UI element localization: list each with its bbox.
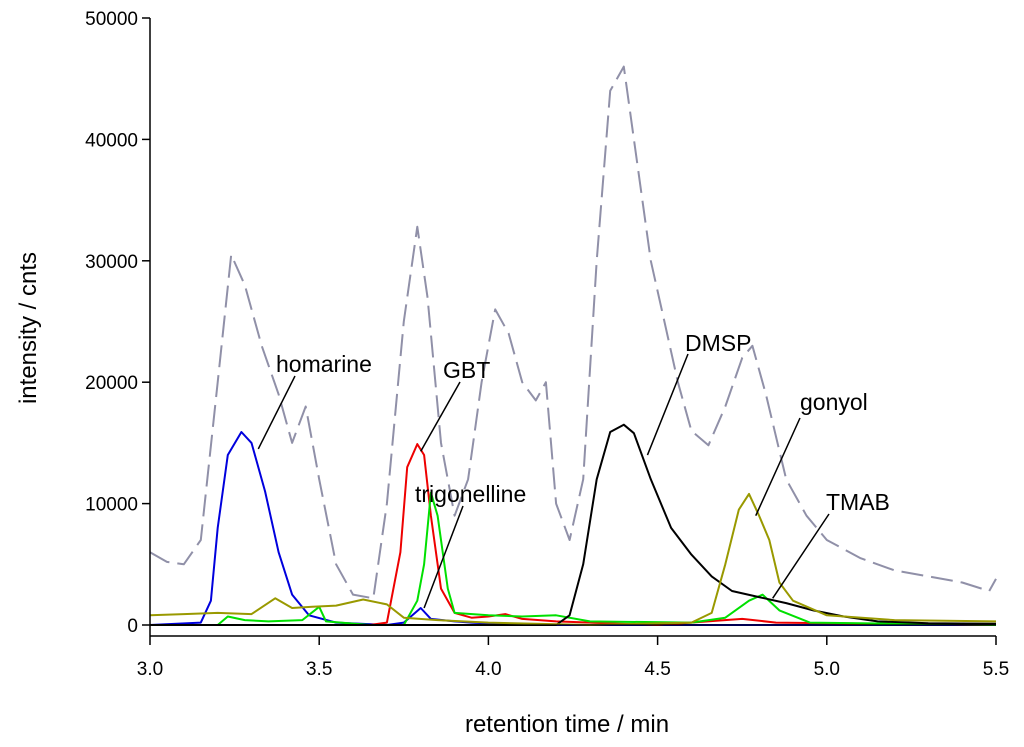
y-tick-label: 20000 — [85, 373, 138, 394]
x-tick-label: 5.5 — [983, 659, 1009, 680]
x-axis-title: retention time / min — [465, 711, 669, 738]
y-tick-label: 50000 — [85, 9, 138, 30]
y-tick-label: 30000 — [85, 252, 138, 273]
annotation-tmab: TMAB — [826, 489, 890, 515]
annotation-trigonelline: trigonelline — [415, 481, 526, 507]
series-line-gonyol — [149, 492, 997, 626]
y-axis-title: intensity / cnts — [15, 252, 42, 404]
series-line-total-dashed — [149, 65, 997, 600]
leader-line-dmsp — [646, 353, 689, 456]
axes-layer: 0 10000 20000 30000 40000 50000 3.0 3.5 4.0 4.5 5.… — [85, 9, 1009, 680]
annotation-dmsp: DMSP — [685, 330, 751, 356]
x-tick-label: 4.5 — [644, 659, 670, 680]
x-tick-label: 4.0 — [475, 659, 501, 680]
annotation-gbt: GBT — [443, 357, 490, 383]
leader-line-gbt — [420, 381, 461, 452]
series-line-trigonelline — [150, 491, 997, 626]
x-tick-label: 3.5 — [306, 659, 332, 680]
x-tick-label: 3.0 — [137, 659, 163, 680]
y-tick-label: 10000 — [85, 495, 138, 516]
x-tick-label: 5.0 — [814, 659, 840, 680]
annotations-layer: homarine GBT trigonelline DMSP gonyol TMAB — [257, 330, 890, 609]
annotation-homarine: homarine — [276, 351, 372, 377]
leader-line-homarine — [257, 375, 296, 450]
y-tick-label: 0 — [127, 616, 138, 637]
annotation-gonyol: gonyol — [800, 389, 868, 415]
leader-line-gonyol — [755, 417, 801, 517]
leader-line-trigonelline — [423, 505, 464, 609]
plot-background — [150, 18, 996, 636]
y-tick-label: 40000 — [85, 130, 138, 151]
leader-line-tmab — [772, 513, 830, 599]
